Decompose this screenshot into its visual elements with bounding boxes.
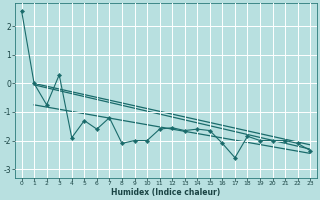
X-axis label: Humidex (Indice chaleur): Humidex (Indice chaleur) — [111, 188, 220, 197]
